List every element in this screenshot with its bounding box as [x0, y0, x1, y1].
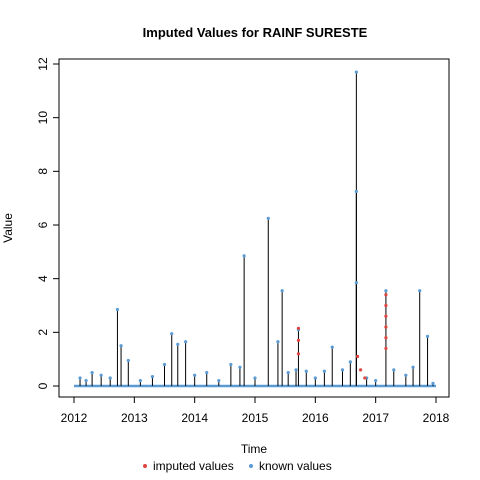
known-point [162, 362, 167, 367]
x-tick-label: 2018 [423, 411, 450, 425]
known-point [238, 365, 242, 369]
y-tick-label: 6 [36, 221, 50, 228]
known-values-series [78, 70, 435, 385]
known-point [150, 375, 155, 379]
known-point [280, 289, 284, 293]
known-point [276, 340, 280, 344]
y-axis: 0 2 4 6 8 10 12 [36, 57, 60, 389]
known-point [354, 70, 358, 74]
known-point [229, 362, 233, 367]
legend-imputed-label: imputed values [153, 459, 234, 473]
known-point [431, 381, 435, 385]
legend-known-marker [249, 464, 253, 468]
x-tick-label: 2016 [302, 411, 329, 425]
known-point [78, 376, 82, 380]
imputed-values-series [296, 293, 388, 380]
x-tick-label: 2013 [121, 411, 148, 425]
imputed-point [296, 326, 301, 330]
known-point [126, 358, 130, 363]
known-point [176, 342, 180, 347]
imputed-point [384, 346, 388, 351]
y-tick-label: 12 [36, 57, 50, 71]
imputed-point [384, 336, 388, 340]
known-point [205, 370, 209, 375]
imputed-point [296, 338, 301, 342]
known-point [217, 379, 221, 383]
y-axis-label: Value [1, 213, 15, 243]
x-tick-label: 2017 [362, 411, 389, 425]
known-point [425, 334, 430, 338]
imputed-point [296, 352, 301, 356]
x-tick-label: 2015 [242, 411, 269, 425]
y-tick-label: 8 [36, 168, 50, 175]
y-tick-label: 10 [36, 111, 50, 125]
known-point [99, 373, 103, 377]
y-tick-label: 4 [36, 275, 50, 282]
known-point [313, 376, 317, 380]
known-point [193, 373, 197, 377]
chart-title: Imputed Values for RAINF SURESTE [143, 25, 368, 40]
known-point [138, 379, 142, 383]
known-point [90, 370, 94, 375]
known-point [374, 379, 378, 383]
known-point [304, 369, 308, 373]
imputed-point [384, 314, 388, 318]
known-point [294, 368, 298, 372]
known-point [184, 340, 188, 344]
y-tick-label: 0 [36, 382, 50, 389]
known-point [115, 307, 120, 312]
imputed-point [384, 325, 388, 329]
series-line [74, 72, 436, 388]
known-point [119, 344, 123, 348]
known-point [354, 189, 358, 194]
legend-imputed-marker [143, 464, 147, 468]
legend: imputed values known values [143, 459, 332, 473]
known-point [411, 365, 415, 369]
known-point [322, 369, 326, 373]
imputed-point [358, 368, 363, 372]
known-point [84, 379, 88, 383]
x-tick-label: 2012 [61, 411, 88, 425]
known-point [340, 368, 345, 372]
known-point [354, 281, 358, 285]
known-point [266, 216, 270, 220]
y-tick-label: 2 [36, 329, 50, 336]
known-point [418, 289, 422, 293]
x-tick-label: 2014 [181, 411, 208, 425]
legend-known-label: known values [259, 459, 332, 473]
known-point [170, 332, 174, 336]
known-point [392, 368, 396, 372]
x-axis-label: Time [241, 442, 268, 456]
known-point [242, 254, 246, 258]
known-point [404, 373, 408, 377]
imputed-point [355, 354, 360, 359]
known-point [253, 376, 257, 380]
imputed-point [363, 376, 367, 380]
known-point [108, 376, 112, 380]
known-point [286, 370, 290, 375]
x-axis: 2012 2013 2014 2015 2016 2017 2018 [61, 396, 450, 425]
known-point [384, 289, 388, 293]
known-point [348, 360, 352, 364]
imputed-point [384, 303, 388, 308]
known-point [330, 345, 334, 349]
imputed-point [384, 293, 388, 297]
